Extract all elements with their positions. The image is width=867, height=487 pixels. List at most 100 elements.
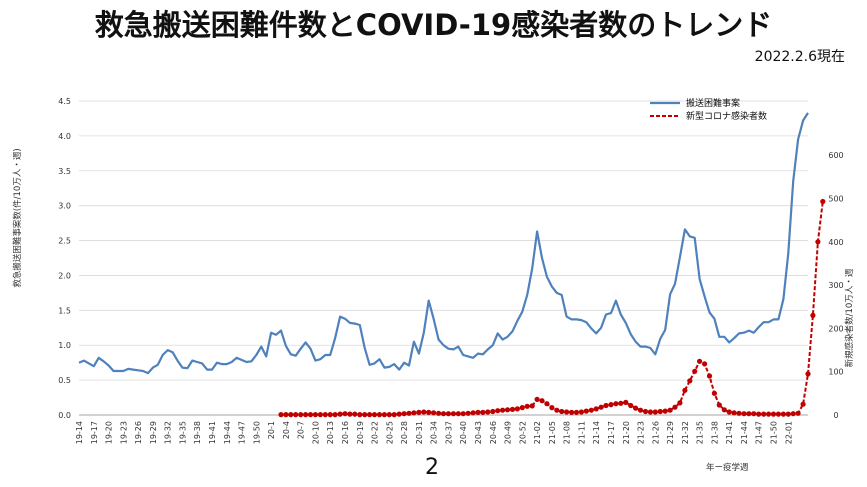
y-tick-label-left: 4.0 bbox=[58, 132, 71, 141]
series-point-covid bbox=[564, 409, 570, 415]
right-axis-ticks: 0 100 200 300 400 500 600 bbox=[828, 151, 843, 420]
series-point-covid bbox=[371, 412, 378, 418]
x-tick-label: 20-13 bbox=[326, 421, 335, 444]
y-tick-label-left: 0.0 bbox=[58, 411, 71, 420]
series-point-covid bbox=[756, 411, 762, 417]
series-point-covid bbox=[367, 412, 373, 418]
gridlines bbox=[79, 100, 808, 416]
y-tick-label-left: 1.0 bbox=[58, 341, 71, 350]
series-point-covid bbox=[445, 411, 451, 417]
series-point-covid bbox=[775, 411, 782, 417]
x-tick-label: 19-29 bbox=[149, 421, 158, 444]
y-tick-label-right: 600 bbox=[828, 151, 843, 160]
series-point-covid bbox=[569, 409, 575, 415]
series-point-covid bbox=[657, 408, 663, 415]
y-tick-label-right: 500 bbox=[828, 194, 843, 203]
series-point-covid bbox=[583, 408, 589, 414]
x-tick-label: 21-08 bbox=[563, 421, 572, 444]
series-point-covid bbox=[406, 410, 412, 416]
series-point-covid bbox=[711, 390, 718, 396]
x-tick-label: 20-43 bbox=[474, 421, 483, 444]
series-point-covid bbox=[805, 371, 811, 377]
series-point-covid bbox=[559, 408, 565, 415]
series-point-covid bbox=[603, 402, 609, 409]
x-tick-label: 19-35 bbox=[178, 421, 187, 444]
x-tick-label: 21-14 bbox=[592, 421, 601, 444]
series-point-covid bbox=[322, 412, 328, 418]
y-tick-label-left: 2.5 bbox=[58, 237, 71, 246]
x-tick-label: 19-50 bbox=[252, 421, 261, 444]
y-axis-label-right: 新規感染者数/10万人・週 bbox=[844, 268, 855, 367]
x-tick-label: 20-37 bbox=[444, 421, 453, 444]
series-point-covid bbox=[697, 358, 703, 364]
series-point-covid bbox=[672, 404, 678, 410]
series-point-covid bbox=[731, 410, 737, 416]
series-point-covid bbox=[534, 396, 540, 402]
x-tick-label: 20-4 bbox=[282, 421, 291, 439]
series-point-covid bbox=[618, 400, 624, 406]
series-point-covid bbox=[421, 409, 427, 415]
series-point-covid bbox=[652, 409, 658, 415]
series-point-covid bbox=[544, 401, 550, 407]
series-point-covid bbox=[288, 412, 294, 418]
series-point-covid bbox=[677, 400, 683, 406]
x-tick-label: 19-17 bbox=[90, 421, 99, 444]
series-point-covid bbox=[549, 405, 555, 411]
series-point-covid bbox=[613, 401, 619, 407]
series-point-covid bbox=[490, 408, 496, 415]
series-point-covid bbox=[780, 411, 787, 417]
series-point-covid bbox=[706, 373, 713, 379]
series-point-covid bbox=[682, 387, 688, 393]
series-point-covid bbox=[327, 412, 333, 418]
series-point-covid bbox=[524, 403, 530, 409]
series-point-covid bbox=[692, 368, 698, 374]
series-point-covid bbox=[736, 410, 742, 416]
series-point-covid bbox=[702, 361, 708, 367]
series-point-covid bbox=[376, 412, 383, 418]
series-point-covid bbox=[746, 411, 752, 417]
series-point-covid bbox=[795, 410, 801, 416]
x-tick-label: 20-28 bbox=[400, 421, 409, 444]
series-point-covid bbox=[820, 198, 826, 205]
x-tick-label: 21-26 bbox=[651, 421, 660, 444]
series-point-covid bbox=[667, 407, 673, 413]
series-point-covid bbox=[352, 411, 358, 417]
x-tick-label: 19-23 bbox=[119, 421, 128, 444]
series-point-covid bbox=[495, 408, 501, 414]
series-point-covid bbox=[362, 412, 368, 418]
series-point-covid bbox=[460, 411, 466, 417]
series-point-covid bbox=[485, 409, 491, 415]
series-point-covid bbox=[726, 409, 732, 415]
series-point-covid bbox=[480, 409, 486, 415]
series-point-covid bbox=[431, 410, 437, 416]
legend-label-transport: 搬送困難事案 bbox=[686, 97, 740, 109]
y-tick-label-left: 0.5 bbox=[58, 376, 71, 385]
series-point-covid bbox=[298, 412, 304, 418]
y-tick-label-left: 3.5 bbox=[58, 167, 71, 176]
legend-label-covid: 新型コロナ感染者数 bbox=[686, 110, 767, 122]
series-point-covid bbox=[751, 411, 757, 417]
series-point-covid bbox=[283, 412, 289, 418]
series-point-covid bbox=[633, 405, 639, 411]
y-tick-label-right: 300 bbox=[828, 281, 843, 290]
page-number: 2 bbox=[425, 455, 439, 480]
series-point-covid bbox=[623, 399, 629, 405]
series-group bbox=[78, 112, 826, 418]
series-point-covid bbox=[608, 402, 614, 408]
y-axis-label-left: 救急搬送困難事案数(件/10万人・週) bbox=[12, 148, 23, 287]
series-point-covid bbox=[416, 409, 422, 415]
series-point-covid bbox=[519, 405, 525, 411]
y-tick-label-left: 3.0 bbox=[58, 202, 71, 211]
x-tick-label: 21-44 bbox=[740, 421, 749, 444]
series-line-transport bbox=[78, 112, 809, 375]
series-point-covid bbox=[593, 406, 599, 412]
x-tick-label: 21-47 bbox=[755, 421, 764, 444]
x-tick-label: 21-35 bbox=[696, 421, 705, 444]
series-point-covid bbox=[815, 239, 821, 245]
x-tick-label: 21-23 bbox=[637, 421, 646, 444]
x-tick-label: 20-16 bbox=[341, 421, 350, 444]
y-tick-label-right: 200 bbox=[828, 324, 843, 333]
x-tick-label: 20-31 bbox=[415, 421, 424, 444]
series-point-covid bbox=[386, 412, 392, 418]
